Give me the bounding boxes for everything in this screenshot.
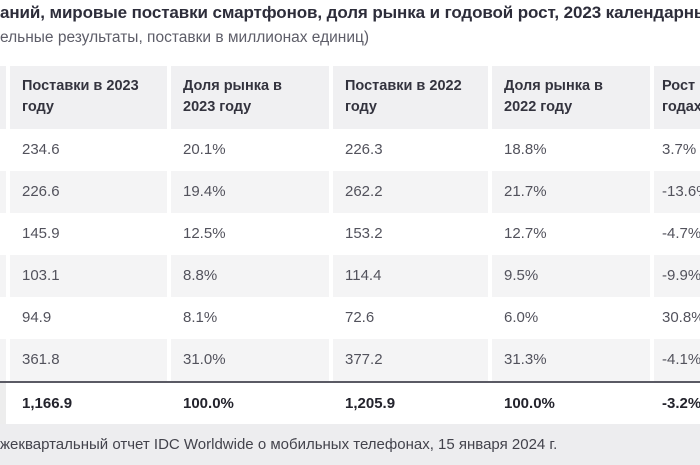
header-line: Доля рынка в	[183, 78, 282, 94]
header-line: 2023 году	[183, 99, 252, 115]
table-total-row: 1,166.9 100.0% 1,205.9 100.0% -3.2%	[0, 383, 700, 424]
total-row-top-border	[0, 381, 700, 383]
table-source-text: жеквартальный отчет IDC Worldwide о моби…	[0, 436, 558, 453]
cropped-company-column-sliver	[0, 255, 6, 297]
cell-shipments-2023: 94.9	[10, 297, 167, 339]
cropped-company-column-sliver	[0, 66, 6, 129]
header-line: Поставки в 2022	[345, 78, 462, 94]
cell-market-share-2023: 8.1%	[171, 297, 329, 339]
cell-market-share-2023: 19.4%	[171, 171, 329, 213]
cell-shipments-2022: 262.2	[333, 171, 488, 213]
table-row: 103.1 8.8% 114.4 9.5% -9.9%	[0, 255, 700, 297]
header-line: году	[22, 99, 54, 115]
total-market-share-2023: 100.0%	[171, 383, 329, 424]
cell-market-share-2022: 6.0%	[492, 297, 650, 339]
header-line: Поставки в 2023	[22, 78, 139, 94]
table-title: аний, мировые поставки смартфонов, доля …	[0, 3, 700, 22]
cell-yoy-growth: 30.8%	[654, 297, 700, 339]
table-row: 234.6 20.1% 226.3 18.8% 3.7%	[0, 129, 700, 171]
cropped-company-column-sliver	[0, 171, 6, 213]
header-line: Рост	[662, 78, 696, 94]
cell-shipments-2023: 234.6	[10, 129, 167, 171]
cell-market-share-2022: 9.5%	[492, 255, 650, 297]
cell-shipments-2023: 145.9	[10, 213, 167, 255]
cell-yoy-growth: -4.1%	[654, 339, 700, 381]
header-line: годах	[662, 99, 700, 115]
cropped-company-column-sliver	[0, 383, 6, 424]
cell-shipments-2023: 226.6	[10, 171, 167, 213]
cell-yoy-growth: -9.9%	[654, 255, 700, 297]
cell-market-share-2023: 8.8%	[171, 255, 329, 297]
cell-shipments-2022: 226.3	[333, 129, 488, 171]
table-row: 145.9 12.5% 153.2 12.7% -4.7%	[0, 213, 700, 255]
cell-shipments-2022: 153.2	[333, 213, 488, 255]
source-band: жеквартальный отчет IDC Worldwide о моби…	[0, 424, 700, 465]
cropped-company-column-sliver	[0, 339, 6, 381]
total-shipments-2023: 1,166.9	[10, 383, 167, 424]
cell-market-share-2023: 31.0%	[171, 339, 329, 381]
cell-yoy-growth: 3.7%	[654, 129, 700, 171]
total-shipments-2022: 1,205.9	[333, 383, 488, 424]
cell-market-share-2022: 21.7%	[492, 171, 650, 213]
header-line: 2022 году	[504, 99, 573, 115]
data-table: Поставки в 2023 году Доля рынка в 2023 г…	[0, 66, 700, 424]
table-header-row: Поставки в 2023 году Доля рынка в 2023 г…	[0, 66, 700, 129]
column-header-yoy-growth: Рост годах	[654, 66, 700, 129]
cell-market-share-2022: 12.7%	[492, 213, 650, 255]
cell-shipments-2023: 103.1	[10, 255, 167, 297]
cell-market-share-2022: 18.8%	[492, 129, 650, 171]
column-header-shipments-2023: Поставки в 2023 году	[10, 66, 167, 129]
column-header-shipments-2022: Поставки в 2022 году	[333, 66, 488, 129]
table-row: 226.6 19.4% 262.2 21.7% -13.6%	[0, 171, 700, 213]
cropped-company-column-sliver	[0, 297, 6, 339]
total-yoy-growth: -3.2%	[654, 383, 700, 424]
total-market-share-2022: 100.0%	[492, 383, 650, 424]
column-header-market-share-2022: Доля рынка в 2022 году	[492, 66, 650, 129]
cell-yoy-growth: -4.7%	[654, 213, 700, 255]
cell-market-share-2023: 12.5%	[171, 213, 329, 255]
cell-shipments-2022: 114.4	[333, 255, 488, 297]
header-line: Доля рынка в	[504, 78, 603, 94]
cell-yoy-growth: -13.6%	[654, 171, 700, 213]
column-header-market-share-2023: Доля рынка в 2023 году	[171, 66, 329, 129]
cell-market-share-2022: 31.3%	[492, 339, 650, 381]
cell-shipments-2022: 72.6	[333, 297, 488, 339]
cell-shipments-2022: 377.2	[333, 339, 488, 381]
cell-market-share-2023: 20.1%	[171, 129, 329, 171]
cropped-company-column-sliver	[0, 129, 6, 171]
cropped-company-column-sliver	[0, 213, 6, 255]
header-line: году	[345, 99, 377, 115]
table-subtitle: ельные результаты, поставки в миллионах …	[0, 29, 370, 46]
table-row: 94.9 8.1% 72.6 6.0% 30.8%	[0, 297, 700, 339]
table-row: 361.8 31.0% 377.2 31.3% -4.1%	[0, 339, 700, 381]
cell-shipments-2023: 361.8	[10, 339, 167, 381]
